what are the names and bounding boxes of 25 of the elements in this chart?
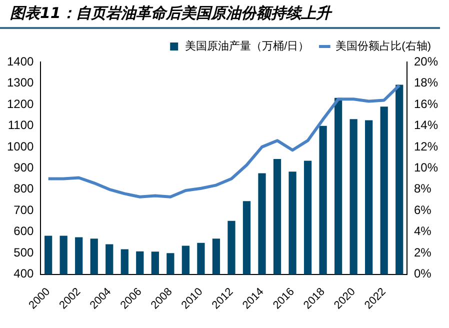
y2-tick-label: 14% [414, 118, 438, 132]
y2-tick-label: 6% [414, 202, 432, 217]
y2-tick-label: 0% [414, 266, 432, 281]
y-tick-label: 1000 [6, 139, 34, 154]
legend-label: 美国份额占比(右轴) [336, 40, 431, 53]
y-tick-label: 700 [14, 202, 34, 217]
y2-tick-label: 10% [414, 160, 438, 174]
y2-tick-label: 8% [414, 182, 432, 196]
legend-label: 美国原油产量（万桶/日） [185, 40, 310, 53]
y-tick-label: 1200 [6, 96, 34, 111]
y2-tick-label: 12% [414, 139, 438, 154]
y2-tick-label: 2% [414, 245, 432, 260]
y2-tick-label: 20% [414, 54, 438, 68]
chart-title: 图表11：自页岩油革命后美国原油份额持续上升 [0, 0, 440, 29]
y-tick-label: 1100 [8, 118, 34, 132]
y2-tick-label: 4% [414, 224, 432, 238]
y-tick-label: 1400 [6, 54, 34, 68]
y-tick-label: 400 [14, 266, 34, 281]
y-tick-label: 500 [14, 245, 34, 260]
y-tick-label: 600 [14, 224, 34, 238]
y-tick-label: 900 [14, 160, 34, 174]
y2-tick-label: 18% [414, 76, 438, 90]
y-tick-label: 1300 [6, 76, 34, 90]
y2-tick-label: 16% [414, 96, 438, 111]
y-tick-label: 800 [14, 182, 34, 196]
